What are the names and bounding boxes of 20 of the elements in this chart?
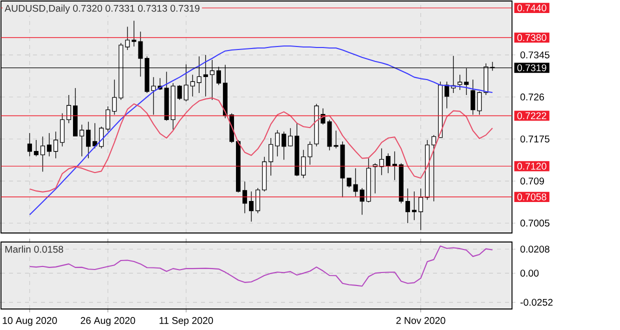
- y-tick-label: 0.726: [520, 94, 544, 100]
- y-tick-label: 0.7175: [520, 136, 550, 142]
- ref-line-label: 0.7222: [517, 112, 546, 120]
- x-tick-label: 10 Aug 2020: [2, 317, 57, 326]
- x-tick-label: 11 Sep 2020: [160, 317, 213, 326]
- y-tick-label: 0.7345: [520, 51, 550, 58]
- y-tick-label: 0.709: [520, 178, 544, 185]
- x-tick-label: 2 Nov 2020: [396, 317, 446, 324]
- chart-title: Marlin 0.0158: [5, 246, 64, 253]
- ref-line-label: 0.7319: [517, 64, 546, 72]
- ref-line-label: 0.7120: [517, 162, 546, 170]
- y-tick-label: 0.7005: [520, 220, 550, 227]
- ref-line-label: 0.7380: [517, 34, 546, 42]
- y-tick-label: 0.0208: [520, 246, 550, 253]
- ref-line-label: 0.7058: [517, 193, 546, 200]
- chart-title: AUDUSD,Daily 0.7320 0.7331 0.7313 0.7319: [4, 4, 200, 14]
- y-tick-label: 0.00: [520, 270, 539, 277]
- y-tick-label: -0.0252: [520, 298, 553, 306]
- ref-line-label: 0.7440: [517, 4, 546, 12]
- x-tick-label: 26 Aug 2020: [80, 317, 136, 326]
